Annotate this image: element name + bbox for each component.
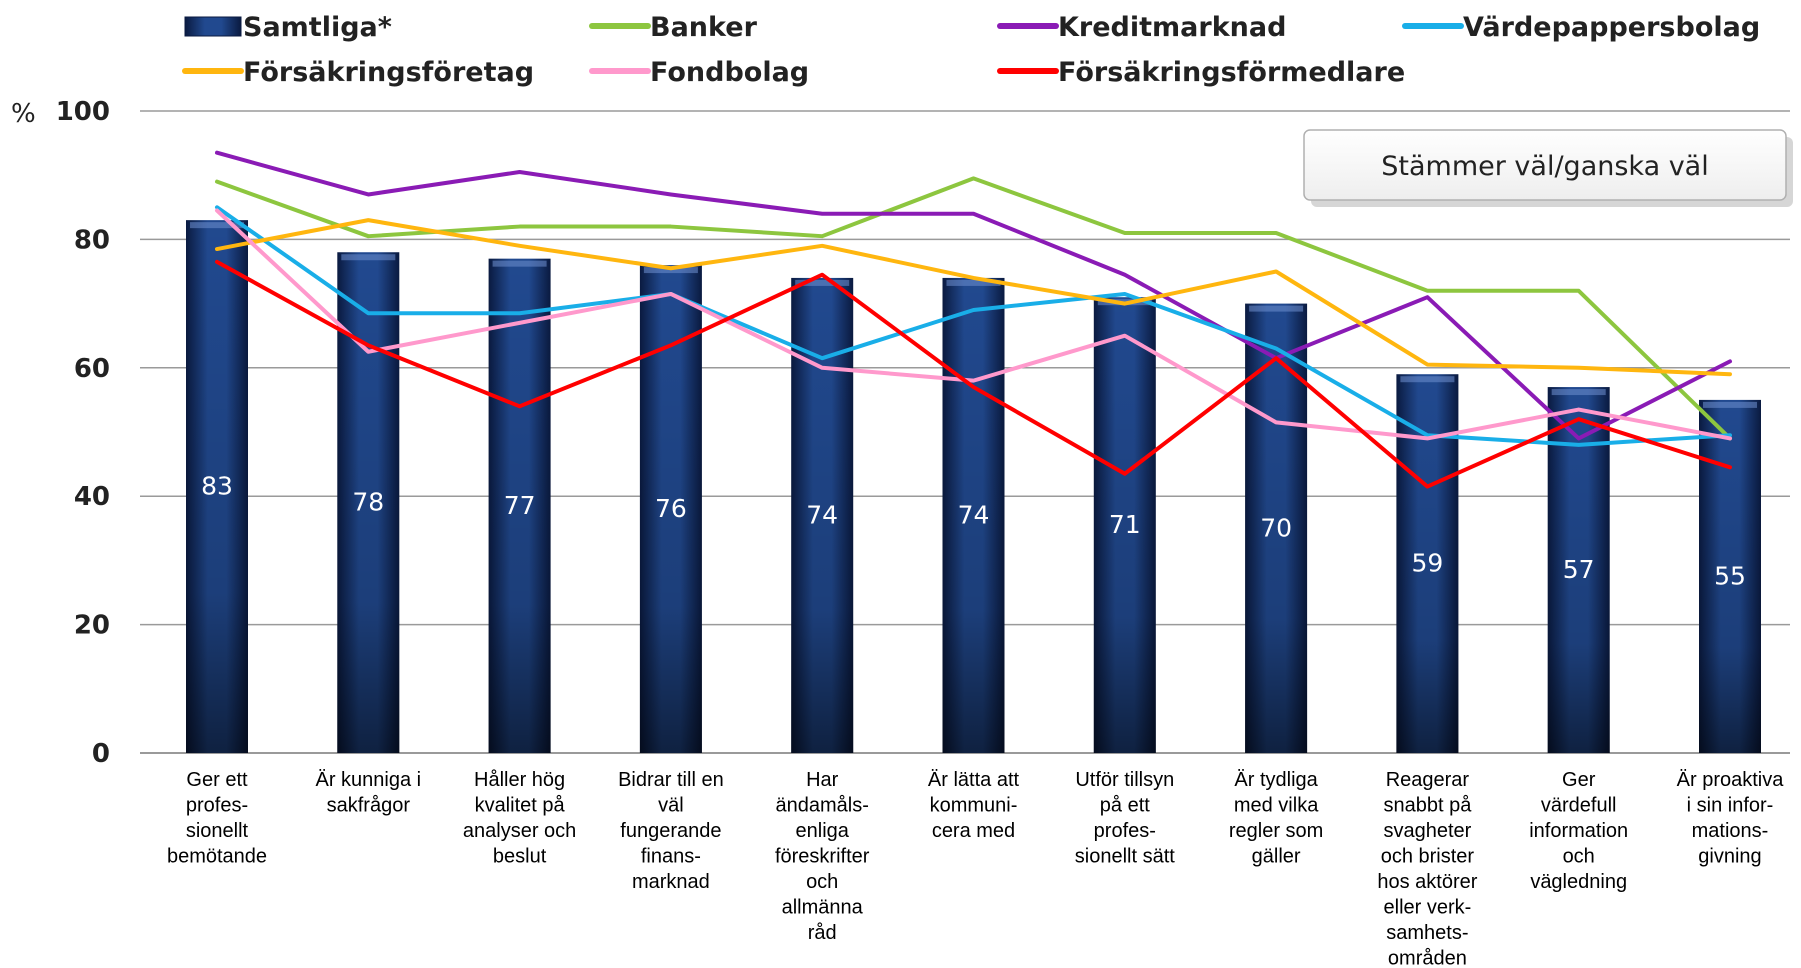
bar-data-label: 74 [958, 500, 990, 529]
legend-label: Värdepappersbolag [1463, 12, 1760, 43]
x-tick-label: Reagerar snabbt på svagheter och brister hos… [1377, 769, 1477, 968]
y-tick-label: 40 [74, 482, 110, 512]
series-line [215, 259, 1732, 489]
legend-label: Kreditmarknad [1058, 12, 1286, 43]
x-tick-label: Är kunniga i sakfrågor [315, 769, 421, 817]
bar-data-label: 59 [1411, 549, 1443, 578]
legend-entry: Värdepappersbolag [1402, 12, 1760, 43]
series-line [215, 208, 1732, 441]
annotation-text: Stämmer väl/ganska väl [1381, 151, 1708, 182]
bar [1245, 303, 1308, 753]
y-axis: 0 20 40 60 80 100% [11, 97, 110, 769]
legend-entry: Kreditmarknad [997, 12, 1286, 43]
series-line [215, 150, 1732, 441]
bar-data-label: 77 [504, 491, 536, 520]
y-unit-label: % [11, 99, 36, 129]
bar-series [186, 220, 1761, 754]
bar [1093, 297, 1156, 753]
legend-label: Fondbolag [650, 57, 809, 88]
legend-label: Försäkringsförmedlare [1058, 57, 1405, 88]
x-tick-label: Är tydliga med vilka regler som gäller [1229, 769, 1323, 868]
series-line [215, 205, 1732, 447]
bar-data-labels: 83 78 77 76 74 74 71 70 59 57 55 [201, 472, 1746, 591]
legend-entry: Försäkringsförmedlare [997, 57, 1405, 88]
bar [488, 258, 551, 753]
series-line [215, 218, 1732, 377]
series-line [215, 176, 1732, 441]
legend-swatch [184, 16, 242, 37]
bar-data-label: 74 [806, 500, 838, 529]
x-tick-label: Bidrar till en väl fungerande finans-markna… [618, 769, 724, 893]
x-tick-label: Ger värdefull information och vägledning [1529, 769, 1628, 893]
line-series [215, 150, 1732, 489]
x-tick-label: Utför tillsyn på ett profes-sionellt sätt [1075, 769, 1175, 868]
legend-label: Samtliga* [243, 12, 392, 43]
x-tick-label: Håller hög kvalitet på analyser och beslut [463, 769, 576, 868]
y-tick-label: 60 [74, 354, 110, 384]
legend-entry: Samtliga* [184, 12, 392, 43]
legend: Samtliga* Banker Kreditmarknad Värdepappers… [182, 12, 1760, 88]
legend-entry: Banker [589, 12, 758, 43]
x-axis: Ger ett profes-sionellt bemötande Är kunnig… [167, 769, 1784, 968]
legend-entry: Försäkringsföretag [182, 57, 534, 88]
bar [186, 220, 248, 753]
bar [942, 277, 1005, 753]
x-tick-label: Ger ett profes-sionellt bemötande [167, 769, 267, 868]
legend-label: Banker [650, 12, 758, 43]
y-tick-label: 100 [56, 97, 110, 127]
annotation-box: Stämmer väl/ganska väl [1303, 129, 1793, 207]
bar-data-label: 78 [352, 488, 384, 517]
bar-data-label: 76 [655, 494, 687, 523]
x-tick-label: Är lätta att kommuni-cera med [928, 769, 1020, 842]
legend-entry: Fondbolag [589, 57, 809, 88]
bar-data-label: 70 [1260, 513, 1292, 542]
bar-data-label: 57 [1563, 555, 1595, 584]
x-tick-label: Är proaktiva i sin infor-mations-givning [1677, 769, 1785, 868]
y-tick-label: 80 [74, 225, 110, 255]
bar-data-label: 55 [1714, 561, 1746, 590]
bar-data-label: 83 [201, 472, 233, 501]
y-tick-label: 20 [74, 611, 110, 641]
bar [1547, 387, 1610, 753]
legend-label: Försäkringsföretag [243, 57, 534, 88]
y-tick-label: 0 [92, 739, 110, 769]
bar-data-label: 71 [1109, 510, 1141, 539]
x-tick-label: Har ändamåls-enliga föreskrifter och allmänn… [775, 769, 870, 944]
